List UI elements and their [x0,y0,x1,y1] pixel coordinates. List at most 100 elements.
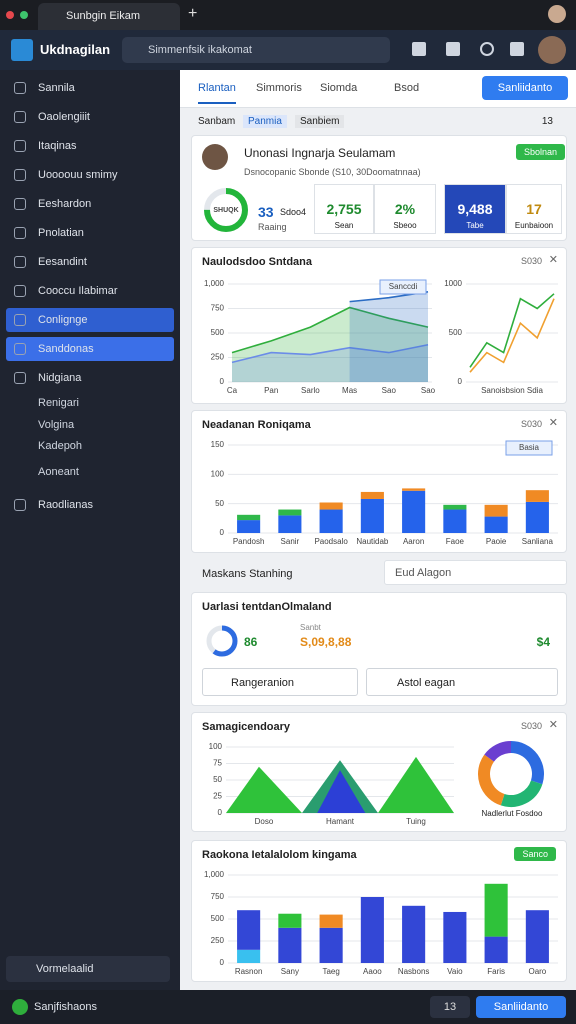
sidebar-label: Conlignge [38,314,88,326]
close-button[interactable]: ✕ [548,254,558,266]
sidebar-label: Sanddonas [38,343,94,355]
user-avatar[interactable] [538,36,566,64]
x-tick-label: Taeg [322,967,339,976]
select-box[interactable]: Rangeranion [202,668,358,696]
card-title: Naulodsdoo Sntdana [202,256,312,268]
x-tick-label: Paodsalo [314,537,348,546]
sidebar-icon [14,372,26,384]
sidebar-subitem[interactable]: Kadepoh [38,440,83,452]
bar-segment [278,913,302,928]
workspace-select[interactable]: Vormelaalid [6,956,170,982]
sidebar-subitem[interactable]: Volgina [38,419,75,431]
sidebar-item[interactable]: Itaqinas [6,134,174,158]
sidebar-subitem[interactable]: Renigari [38,397,79,409]
series-line [231,306,429,354]
tab[interactable]: Simmoris [256,82,302,94]
x-tick-label: Sanir [281,537,300,546]
bar-segment [360,897,384,963]
y-tick-label: 0 [220,377,225,386]
bar-segment [402,490,426,533]
bar-segment [319,502,343,510]
app-name: Ukdnagilan [40,42,111,57]
footer-action[interactable]: Sanliidanto [476,996,566,1018]
x-tick-label: Rasnon [235,967,263,976]
tab[interactable]: Rlantan [198,82,236,104]
sidebar-item[interactable]: Raodlianas [6,493,174,517]
metric-value: 2% [394,201,416,217]
y-tick-label: 100 [209,742,223,751]
new-tab[interactable]: + [188,5,198,22]
settings-icon[interactable] [480,42,494,56]
bar-segment [484,936,508,963]
bar-segment [443,509,467,533]
card-note: S030 [520,256,542,266]
x-tick-label: Sao [382,386,397,395]
sidebar-item[interactable]: Sannila [6,76,174,100]
sidebar-item[interactable]: Uoooouu smimy [6,163,174,187]
summary-card: Uarlasi tentdanOlmaland 86 Sanbt S,09,8,… [191,592,567,706]
y-tick-label: 250 [211,936,225,945]
bar-segment [237,910,261,950]
profile-button[interactable]: Sbolnan [516,144,566,160]
x-tick-label: Aaron [403,537,424,546]
metric: 9,488 Tabe [444,184,506,234]
sidebar-label: Eeshardon [38,198,92,210]
select-box[interactable]: Astol eagan [366,668,558,696]
area-fill [232,344,428,382]
sidebar-label: Itaqinas [38,140,77,152]
sidebar-subitem[interactable]: Aoneant [38,466,79,478]
sidebar-item[interactable]: Cooccu Ilabimar [6,279,174,303]
donut-segment [484,741,512,763]
sidebar-icon [14,256,26,268]
notification-icon[interactable] [412,42,426,56]
stat-value: 33 [258,204,274,220]
close-button[interactable]: ✕ [548,417,558,429]
y-tick-label: 750 [211,892,225,901]
breadcrumb: Sanbam Panmia Sanbiem 13 [191,112,567,132]
bar-segment [484,883,508,937]
sidebar-icon [14,314,26,326]
card-badge: Sanco [514,847,556,861]
summary-amount: S,09,8,88 [300,635,352,649]
line-chart: 0 500 1000 Sanoisbsion Sdia [444,279,558,395]
progress-arc [204,188,248,232]
metric-value: 17 [526,201,542,217]
window-dot[interactable] [20,11,28,19]
sidebar-label: Nidgiana [38,372,82,384]
browser-tab[interactable]: Sunbgin Eikam [38,3,180,30]
sidebar-item[interactable]: Oaolengiiit [6,105,174,129]
sidebar-icon [14,111,26,123]
bar-segment [484,516,508,533]
sidebar-item[interactable]: Pnolatian [6,221,174,245]
y-tick-label: 1000 [444,279,462,288]
progress-donut [206,625,238,657]
page-count: 13 [541,116,553,127]
x-tick-label: Paoie [486,537,507,546]
close-button[interactable]: ✕ [548,719,558,731]
annotation: Basia [519,443,540,452]
filter-search[interactable]: Eud Alagon [384,560,567,585]
donut-chart [478,741,544,807]
sidebar-label: Cooccu Ilabimar [38,285,118,297]
mountain-chart: 0 25 50 75 100 Doso Hamant Tuing [209,742,454,826]
sidebar-item[interactable]: Eesandint [6,250,174,274]
tab[interactable]: Bsod [394,82,420,94]
sidebar-item[interactable]: Sanddonas [6,337,174,361]
search-input[interactable]: Simmenfsik ikakomat [122,37,390,63]
sidebar-label: Eesandint [38,256,87,268]
tab[interactable]: Siomda [320,82,358,94]
filter-label: Maskans Stanhing [202,568,293,580]
window-dot[interactable] [6,11,14,19]
x-tick-label: Sany [281,967,299,976]
x-tick-label: Pandosh [233,537,265,546]
primary-button[interactable]: Sanliidanto [482,76,568,100]
alert-icon[interactable] [510,42,524,56]
sidebar-item[interactable]: Eeshardon [6,192,174,216]
message-icon[interactable] [446,42,460,56]
x-tick-label: Doso [255,817,274,826]
page-indicator[interactable]: 13 [430,996,470,1018]
sidebar-item[interactable]: Conlignge [6,308,174,332]
profile-avatar[interactable] [548,5,566,23]
status-icon [12,999,28,1015]
sidebar-item[interactable]: Nidgiana [6,366,174,390]
